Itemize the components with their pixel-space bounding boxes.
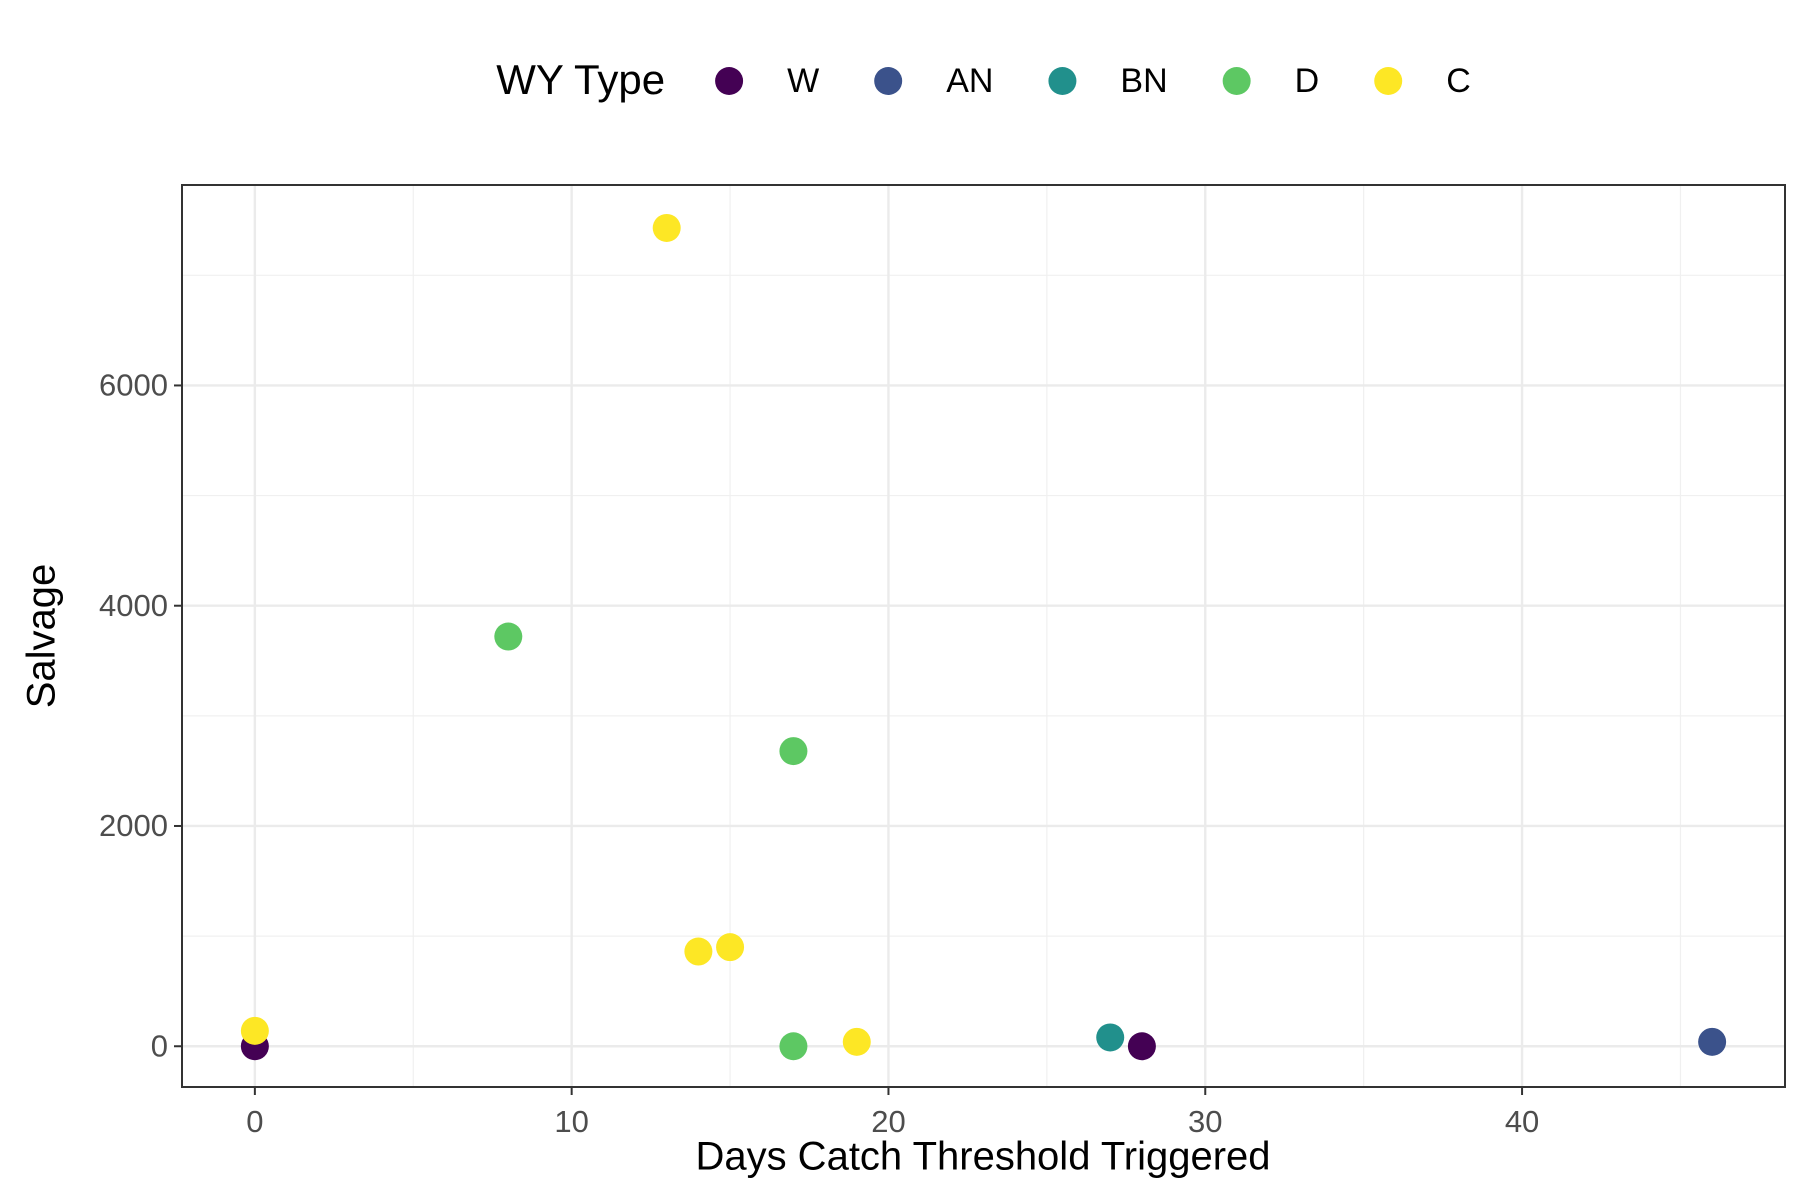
point bbox=[1698, 1027, 1727, 1056]
point bbox=[779, 1032, 808, 1061]
legend-marker bbox=[1048, 67, 1077, 95]
x-tick-label: 20 bbox=[871, 1104, 905, 1139]
legend-marker bbox=[715, 67, 744, 95]
legend-label: C bbox=[1446, 62, 1471, 100]
legend-label: W bbox=[787, 62, 819, 100]
x-tick-label: 30 bbox=[1188, 1104, 1222, 1139]
legend-marker bbox=[1374, 67, 1403, 95]
point bbox=[779, 737, 808, 766]
legend: WY Type W AN BN D C bbox=[496, 56, 1471, 103]
y-tick-label: 0 bbox=[151, 1028, 168, 1063]
point bbox=[842, 1027, 871, 1056]
point bbox=[240, 1016, 269, 1045]
legend-label: D bbox=[1295, 62, 1320, 100]
point bbox=[494, 622, 523, 651]
x-axis-title: Days Catch Threshold Triggered bbox=[695, 1135, 1270, 1179]
point bbox=[684, 937, 713, 966]
point bbox=[1096, 1023, 1125, 1052]
legend-label: BN bbox=[1120, 62, 1167, 100]
x-tick-label: 0 bbox=[246, 1104, 263, 1139]
legend-marker bbox=[874, 67, 903, 95]
legend-label: AN bbox=[946, 62, 993, 100]
point bbox=[1127, 1032, 1156, 1061]
x-tick-label: 40 bbox=[1505, 1104, 1539, 1139]
y-tick-label: 6000 bbox=[99, 368, 168, 403]
point bbox=[716, 933, 745, 962]
x-tick-label: 10 bbox=[554, 1104, 588, 1139]
legend-marker bbox=[1222, 67, 1251, 95]
plot-border bbox=[181, 184, 1786, 1088]
y-tick-label: 2000 bbox=[99, 808, 168, 843]
y-axis-title: Salvage bbox=[20, 564, 64, 709]
legend-title: WY Type bbox=[496, 56, 665, 103]
y-tick-label: 4000 bbox=[99, 588, 168, 623]
point bbox=[652, 213, 681, 242]
